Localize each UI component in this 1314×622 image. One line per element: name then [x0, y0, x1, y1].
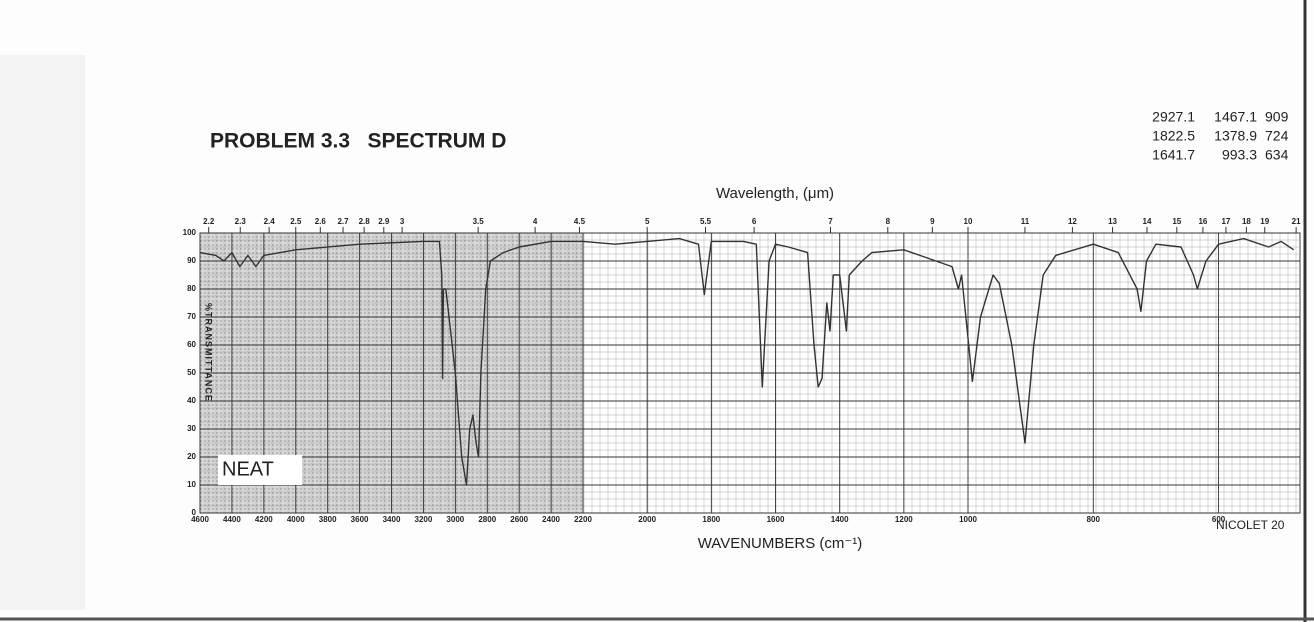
x2-tick-label: 5: [645, 217, 650, 226]
x2-tick-label: 7: [828, 217, 833, 226]
y-tick-label: 20: [187, 452, 196, 461]
x2-tick-label: 2.4: [264, 217, 276, 226]
y-tick-label: 70: [187, 312, 196, 321]
y-tick-label: 0: [192, 508, 197, 517]
spectrum-line: [199, 237, 1295, 486]
x2-tick-label: 4.5: [574, 217, 586, 226]
x2-tick-label: 6: [752, 217, 757, 226]
peak-label: 1641.7: [1152, 147, 1195, 163]
x-tick-label: 2200: [574, 515, 592, 524]
x2-tick-label: 12: [1068, 217, 1077, 226]
sample-label: NEAT: [222, 458, 274, 480]
peak-label: 1378.9: [1214, 128, 1257, 144]
x2-tick-label: 2.3: [235, 217, 247, 226]
x-tick-label: 1200: [895, 515, 913, 524]
x2-tick-label: 2.2: [203, 217, 215, 226]
x2-axis-title: Wavelength, (μm): [716, 185, 834, 202]
x-tick-label: 2800: [478, 515, 496, 524]
x-tick-label: 4000: [287, 515, 305, 524]
sample-label-box: [218, 455, 302, 485]
x-tick-label: 2600: [510, 515, 528, 524]
x-tick-label: 4600: [191, 515, 209, 524]
x-tick-label: 1000: [959, 515, 977, 524]
x2-tick-label: 2.9: [378, 217, 390, 226]
x-tick-label: 3200: [415, 515, 433, 524]
x-tick-label: 3800: [319, 515, 337, 524]
y-tick-label: 10: [187, 480, 196, 489]
x2-tick-label: 21: [1292, 217, 1301, 226]
peak-label: 634: [1265, 147, 1289, 163]
x2-tick-label: 2.7: [337, 217, 349, 226]
chart-title: PROBLEM 3.3 SPECTRUM D: [210, 130, 506, 153]
scan-edge: [0, 55, 85, 610]
x-tick-label: 3000: [446, 515, 464, 524]
x2-tick-label: 8: [886, 217, 891, 226]
x2-tick-label: 9: [930, 217, 935, 226]
y-tick-label: 50: [187, 368, 196, 377]
x2-tick-label: 11: [1021, 217, 1030, 226]
x-tick-label: 1800: [702, 515, 720, 524]
x2-tick-label: 14: [1143, 217, 1152, 226]
y-axis-title: %TRANSMITTANCE: [204, 303, 214, 402]
x-tick-label: 4200: [255, 515, 273, 524]
x-tick-label: 1400: [831, 515, 849, 524]
y-tick-label: 90: [187, 256, 196, 265]
x2-tick-label: 10: [964, 217, 973, 226]
peak-label: 2927.1: [1152, 109, 1195, 125]
x-tick-label: 1600: [767, 515, 785, 524]
x2-tick-label: 2.6: [315, 217, 327, 226]
x-tick-label: 600: [1212, 515, 1226, 524]
x2-tick-label: 3.5: [473, 217, 485, 226]
x2-tick-label: 19: [1260, 217, 1269, 226]
x2-tick-label: 2.5: [290, 217, 302, 226]
y-tick-label: 80: [187, 284, 196, 293]
x2-tick-label: 17: [1221, 217, 1230, 226]
x2-tick-label: 3: [400, 217, 405, 226]
peak-label: 1822.5: [1152, 128, 1195, 144]
x2-tick-label: 16: [1198, 217, 1207, 226]
x2-tick-label: 18: [1242, 217, 1251, 226]
peak-label: 993.3: [1222, 147, 1257, 163]
x-tick-label: 4400: [223, 515, 241, 524]
y-tick-label: 40: [187, 396, 196, 405]
x2-tick-label: 5.5: [700, 217, 712, 226]
instrument-label: NICOLET 20: [1216, 518, 1285, 532]
peak-table: 2927.1 1467.1 909 1822.5 1378.9 724 1641.7 993.…: [1152, 109, 1288, 163]
x-tick-label: 2400: [542, 515, 560, 524]
x-axis-title: WAVENUMBERS (cm⁻¹): [698, 535, 863, 552]
y-tick-label: 30: [187, 424, 196, 433]
x2-tick-label: 15: [1172, 217, 1181, 226]
x2-tick-label: 4: [533, 217, 538, 226]
x-tick-label: 3400: [383, 515, 401, 524]
x-tick-label: 2000: [638, 515, 656, 524]
x-tick-label: 800: [1087, 515, 1101, 524]
peak-label: 724: [1265, 128, 1289, 144]
peak-label: 909: [1265, 109, 1289, 125]
y-tick-label: 60: [187, 340, 196, 349]
x2-tick-label: 2.8: [359, 217, 371, 226]
x2-tick-label: 13: [1108, 217, 1117, 226]
y-tick-label: 100: [183, 228, 197, 237]
peak-label: 1467.1: [1214, 109, 1257, 125]
x-tick-label: 3600: [351, 515, 369, 524]
